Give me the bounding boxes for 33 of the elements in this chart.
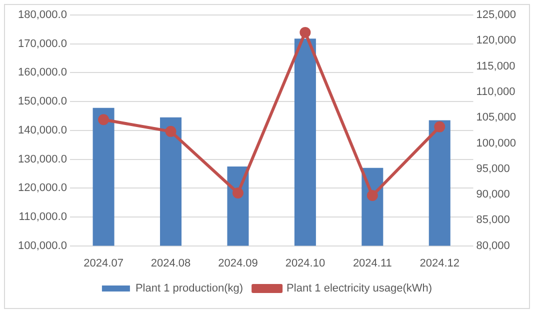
y2-tick-label: 120,000: [476, 34, 516, 47]
y2-tick-label: 125,000: [476, 9, 516, 22]
y2-tick-label: 105,000: [476, 112, 516, 124]
y-tick-label: 150,000.0: [18, 96, 67, 108]
point: [165, 126, 176, 137]
y-tick-label: 110,000.0: [18, 210, 67, 223]
x-tick-label: 2024.11: [352, 257, 392, 270]
point: [98, 114, 110, 126]
y2-tick-label: 90,000: [476, 188, 510, 201]
y-tick-label: 100,000.0: [18, 240, 67, 252]
y-tick-label: 130,000.0: [18, 153, 67, 166]
x-tick-label: 2024.10: [285, 257, 326, 270]
x-tick-label: 2024.09: [218, 257, 258, 270]
y-tick-label: 120,000.0: [18, 182, 67, 194]
y2-tick-label: 95,000: [476, 162, 510, 175]
x-tick-label: 2024.12: [420, 257, 460, 270]
legend-label: Plant 1 electricity usage(kWh): [286, 282, 432, 295]
x-tick-label: 2024.07: [84, 257, 124, 270]
y-tick-label: 170,000.0: [18, 38, 67, 50]
y-tick-label: 160,000.0: [18, 66, 67, 79]
y2-tick-label: 80,000: [476, 240, 510, 252]
legend-label: Plant 1 production(kg): [135, 282, 244, 295]
y2-tick-label: 115,000: [476, 60, 516, 72]
point: [366, 190, 378, 202]
y2-tick-label: 85,000: [476, 214, 510, 226]
point: [300, 26, 311, 38]
y2-tick-label: 100,000: [476, 137, 516, 150]
point: [232, 187, 244, 198]
x-tick-label: 2024.08: [150, 257, 191, 270]
point: [434, 121, 446, 132]
y-tick-label: 180,000.0: [18, 9, 67, 22]
y2-tick-label: 110,000: [476, 86, 516, 98]
y-tick-label: 140,000.0: [18, 124, 67, 136]
